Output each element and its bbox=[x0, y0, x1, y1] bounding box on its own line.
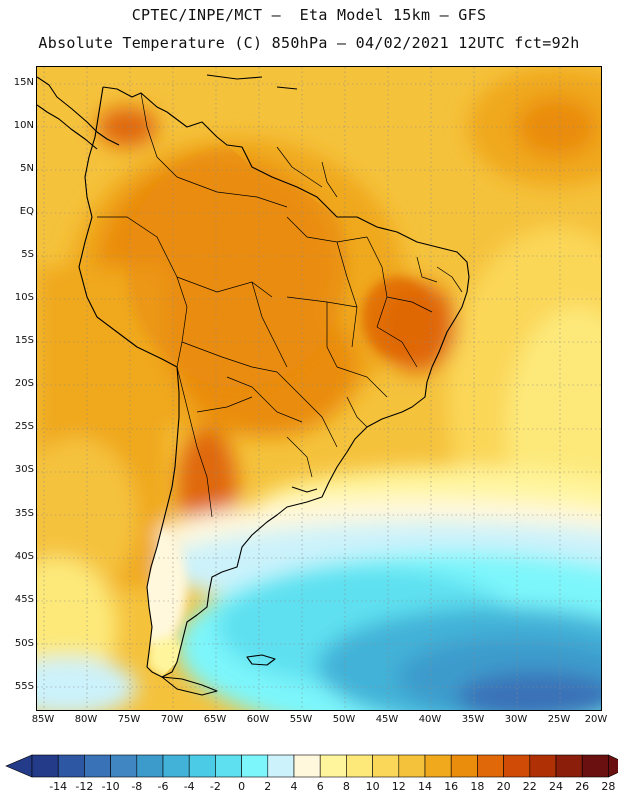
lon-label-55w: 55W bbox=[289, 714, 313, 725]
legend-swatch bbox=[424, 754, 452, 778]
lat-label-50s: 50S bbox=[14, 638, 34, 649]
legend-arrow-low bbox=[5, 754, 33, 778]
legend-tick-label: 14 bbox=[418, 780, 432, 793]
legend-swatch bbox=[372, 754, 400, 778]
temperature-map bbox=[37, 67, 601, 710]
lon-label-40w: 40W bbox=[418, 714, 442, 725]
legend-swatch bbox=[581, 754, 609, 778]
legend-tick-label: 4 bbox=[290, 780, 298, 793]
lat-label-55s: 55S bbox=[14, 681, 34, 692]
legend-tick-label: 6 bbox=[316, 780, 324, 793]
lat-label-30s: 30S bbox=[14, 464, 34, 475]
legend-tick-label: 10 bbox=[365, 780, 380, 793]
legend-swatch bbox=[31, 754, 59, 778]
legend-tick-label: -6 bbox=[157, 780, 169, 793]
legend-swatch bbox=[503, 754, 531, 778]
legend-swatch bbox=[57, 754, 85, 778]
country-borders bbox=[97, 92, 463, 518]
legend-tick-label: 2 bbox=[264, 780, 272, 793]
lat-label-5s: 5S bbox=[21, 249, 34, 260]
lon-label-70w: 70W bbox=[160, 714, 184, 725]
lon-label-25w: 25W bbox=[547, 714, 571, 725]
lon-label-50w: 50W bbox=[332, 714, 356, 725]
legend-swatch bbox=[215, 754, 242, 778]
lat-label-45s: 45S bbox=[14, 594, 34, 605]
legend-tick-label: 8 bbox=[342, 780, 350, 793]
legend-swatch bbox=[293, 754, 321, 778]
legend-tick-label: 26 bbox=[575, 780, 590, 793]
lat-label-10s: 10S bbox=[14, 292, 34, 303]
lon-label-45w: 45W bbox=[375, 714, 399, 725]
lat-label-15n: 15N bbox=[13, 77, 34, 88]
legend-swatch bbox=[529, 754, 557, 778]
legend-tick-label: 0 bbox=[238, 780, 246, 793]
legend-tick-label: -14 bbox=[49, 780, 68, 793]
legend-tick-label: -10 bbox=[101, 780, 120, 793]
legend-tick-label: 16 bbox=[444, 780, 459, 793]
legend-swatch bbox=[555, 754, 583, 778]
lon-label-35w: 35W bbox=[461, 714, 485, 725]
lon-label-85w: 85W bbox=[31, 714, 55, 725]
lat-label-eq: EQ bbox=[19, 206, 34, 217]
legend-swatch bbox=[398, 754, 426, 778]
legend-swatch bbox=[84, 754, 111, 778]
lon-label-60w: 60W bbox=[246, 714, 270, 725]
legend-swatch bbox=[346, 754, 373, 778]
lat-label-15s: 15S bbox=[14, 335, 34, 346]
legend-swatch bbox=[110, 754, 138, 778]
legend-tick-label: 12 bbox=[391, 780, 406, 793]
legend-swatch bbox=[241, 754, 269, 778]
legend-tick-label: 18 bbox=[470, 780, 485, 793]
legend-swatch bbox=[188, 754, 216, 778]
lat-label-40s: 40S bbox=[14, 551, 34, 562]
legend-tick-label: 24 bbox=[549, 780, 563, 793]
coastlines bbox=[37, 74, 470, 696]
lat-label-20s: 20S bbox=[14, 378, 34, 389]
legend-swatch bbox=[136, 754, 164, 778]
legend-tick-label: -4 bbox=[183, 780, 195, 793]
color-legend-bar bbox=[5, 754, 618, 778]
legend-swatch bbox=[162, 754, 190, 778]
chart-title: CPTEC/INPE/MCT – Eta Model 15km – GFS bbox=[131, 6, 487, 24]
legend-swatch bbox=[267, 754, 295, 778]
lon-label-20w: 20W bbox=[584, 714, 608, 725]
lon-label-80w: 80W bbox=[74, 714, 98, 725]
lat-label-5n: 5N bbox=[20, 163, 34, 174]
lat-label-10n: 10N bbox=[13, 120, 34, 131]
legend-swatch bbox=[477, 754, 504, 778]
chart-subtitle: Absolute Temperature (C) 850hPa – 04/02/… bbox=[38, 34, 580, 52]
lon-label-75w: 75W bbox=[117, 714, 141, 725]
legend-arrow-high bbox=[608, 754, 618, 778]
legend-tick-label: 20 bbox=[496, 780, 511, 793]
lon-label-65w: 65W bbox=[203, 714, 227, 725]
legend-tick-label: -2 bbox=[209, 780, 221, 793]
legend-swatch bbox=[319, 754, 347, 778]
map-panel bbox=[36, 66, 602, 711]
legend-swatch bbox=[450, 754, 478, 778]
legend-tick-label: -8 bbox=[131, 780, 143, 793]
lon-label-30w: 30W bbox=[504, 714, 528, 725]
lat-label-25s: 25S bbox=[14, 421, 34, 432]
legend-tick-label: 22 bbox=[522, 780, 537, 793]
lat-label-35s: 35S bbox=[14, 508, 34, 519]
legend-tick-label: -12 bbox=[75, 780, 94, 793]
legend-tick-label: 28 bbox=[601, 780, 616, 793]
